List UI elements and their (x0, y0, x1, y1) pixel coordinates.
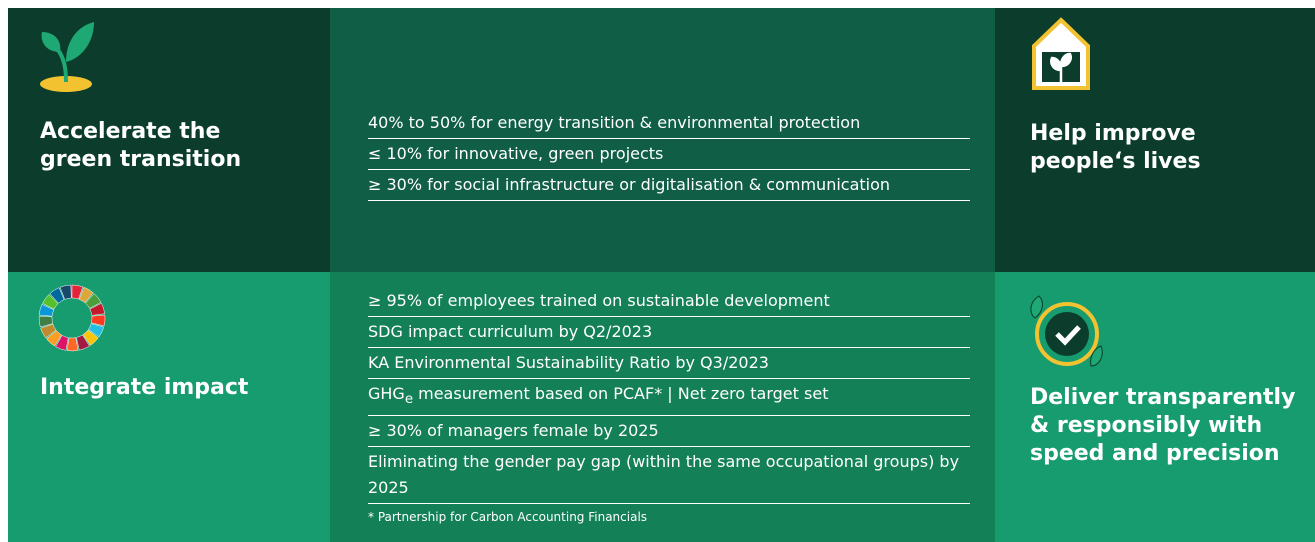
panel-title: Accelerate the green transition (40, 119, 242, 172)
list-item: 40% to 50% for energy transition & envir… (368, 108, 970, 139)
wheel-segment (85, 293, 102, 309)
house-icon (1032, 17, 1090, 90)
panel-title: Deliver transparently & responsibly with… (1030, 385, 1296, 466)
list-item: ≥ 95% of employees trained on sustainabl… (368, 286, 970, 317)
wheel-segment (42, 294, 59, 310)
sprout-icon (40, 22, 94, 92)
list-item: SDG impact curriculum by Q2/2023 (368, 317, 970, 348)
wheel-segment (88, 323, 105, 338)
wheel-segment (49, 287, 65, 304)
check-icon (1030, 295, 1103, 367)
list-item: KA Environmental Sustainability Ratio by… (368, 348, 970, 379)
panel-title: Integrate impact (40, 375, 249, 400)
wheel-segment (91, 314, 106, 327)
footnote: * Partnership for Carbon Accounting Fina… (368, 510, 648, 525)
list-item: ≥ 30% for social infrastructure or digit… (368, 170, 970, 201)
wheel-segment (66, 337, 79, 352)
wheel-segment (78, 286, 94, 304)
panel-top-right: Help improve people‘s lives (995, 8, 1315, 272)
panel-bottom-right: Deliver transparently & responsibly with… (995, 272, 1315, 542)
wheel-segment (46, 330, 62, 347)
wheel-segment (89, 302, 105, 316)
list-item: ≥ 30% of managers female by 2025 (368, 416, 970, 448)
top-list: 40% to 50% for energy transition & envir… (368, 108, 970, 201)
wheel-segment (40, 323, 57, 339)
item-subscript: e (404, 392, 414, 408)
wheel-segment (55, 335, 69, 351)
wheel-segment (38, 315, 54, 328)
list-item: GHGe measurement based on PCAF* | Net ze… (368, 379, 970, 417)
panel-title: Help improve people‘s lives (1030, 121, 1201, 174)
wheel-segment (59, 284, 72, 300)
bottom-list: ≥ 95% of employees trained on sustainabl… (368, 286, 970, 524)
item-text: GHG (368, 384, 405, 403)
sdg-wheel-icon (38, 284, 106, 352)
wheel-segment (71, 284, 84, 300)
item-text: measurement based on PCAF* | Net zero ta… (413, 384, 829, 403)
list-item: Eliminating the gender pay gap (within t… (368, 447, 970, 505)
wheel-segment (76, 334, 90, 351)
panel-bottom-middle: ≥ 95% of employees trained on sustainabl… (330, 272, 995, 542)
wheel-segment (38, 304, 55, 317)
list-item: ≤ 10% for innovative, green projects (368, 139, 970, 170)
panel-top-middle: 40% to 50% for energy transition & envir… (330, 8, 995, 272)
panel-bottom-left: Integrate impact (8, 272, 330, 542)
wheel-segment (82, 329, 99, 346)
panel-top-left: Accelerate the green transition (8, 8, 330, 272)
